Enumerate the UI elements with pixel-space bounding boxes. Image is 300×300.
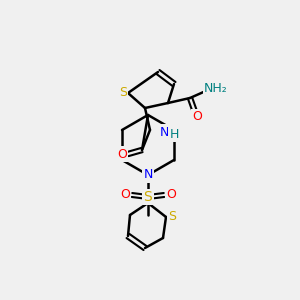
Text: O: O [117, 148, 127, 160]
Text: N: N [159, 125, 169, 139]
Text: O: O [192, 110, 202, 124]
Text: H: H [169, 128, 179, 140]
Text: S: S [144, 190, 152, 204]
Text: NH₂: NH₂ [204, 82, 228, 94]
Text: S: S [168, 211, 176, 224]
Text: O: O [120, 188, 130, 202]
Text: N: N [143, 169, 153, 182]
Text: O: O [166, 188, 176, 202]
Text: S: S [119, 86, 127, 100]
